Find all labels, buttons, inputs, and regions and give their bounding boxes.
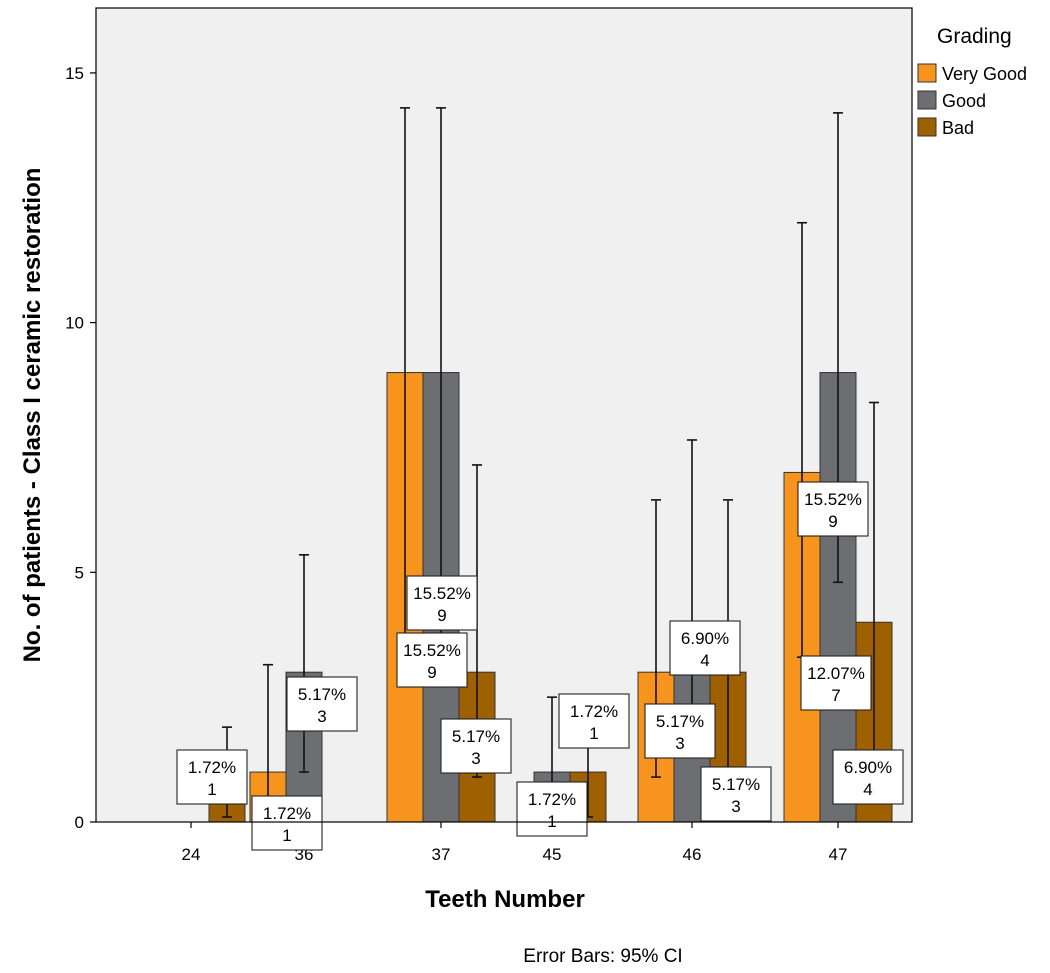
y-tick-label: 15: [65, 64, 84, 83]
data-label-count: 9: [437, 606, 446, 625]
data-label-percent: 15.52%: [804, 490, 862, 509]
plot-frame: [95, 7, 913, 823]
data-label-percent: 12.07%: [807, 664, 865, 683]
data-label-percent: 6.90%: [844, 758, 892, 777]
data-label-box: [669, 620, 741, 676]
plot-area: [96, 8, 912, 822]
data-label-percent: 5.17%: [712, 775, 760, 794]
error-bars: [222, 107, 879, 823]
legend: Grading Very Good Good Bad: [917, 25, 1027, 138]
x-tick-label: 24: [182, 845, 201, 864]
data-label-box: [832, 749, 904, 805]
data-label-percent: 1.72%: [188, 758, 236, 777]
data-label-percent: 5.17%: [656, 712, 704, 731]
legend-label: Very Good: [942, 64, 1027, 84]
y-axis: 0 5 10 15: [65, 64, 96, 832]
legend-swatch: [917, 117, 937, 137]
data-label-percent: 5.17%: [452, 727, 500, 746]
data-labels: 1.72% 1 15.52% 9 5.17% 3 12.07% 7 5.17% 3 15.52% 9 1…: [176, 481, 904, 851]
data-label-count: 3: [675, 734, 684, 753]
data-label-box: [800, 655, 872, 711]
data-label-count: 3: [471, 749, 480, 768]
y-tick-label: 5: [75, 563, 84, 582]
x-tick-label: 45: [543, 845, 562, 864]
legend-label: Good: [942, 91, 986, 111]
data-label-count: 4: [700, 651, 709, 670]
data-label-count: 9: [427, 663, 436, 682]
data-label-percent: 1.72%: [528, 790, 576, 809]
data-label-box: [700, 766, 772, 822]
legend-label: Bad: [942, 118, 974, 138]
footnote: Error Bars: 95% CI: [523, 946, 682, 967]
data-label-percent: 6.90%: [681, 629, 729, 648]
x-tick-label: 47: [829, 845, 848, 864]
data-label-box: [558, 693, 630, 749]
data-label-count: 7: [831, 686, 840, 705]
legend-swatch: [917, 90, 937, 110]
y-tick-label: 0: [75, 813, 84, 832]
data-label-box: [406, 575, 478, 631]
x-tick-label: 46: [683, 845, 702, 864]
data-label-count: 1: [207, 780, 216, 799]
data-label-box: [396, 632, 468, 688]
x-axis-title: Teeth Number: [425, 886, 585, 913]
data-label-percent: 15.52%: [403, 641, 461, 660]
data-label-box: [516, 781, 588, 837]
data-label-box: [440, 718, 512, 774]
data-label-box: [797, 481, 869, 537]
x-tick-label: 37: [432, 845, 451, 864]
data-label-box: [286, 676, 358, 732]
legend-swatch: [917, 63, 937, 83]
data-label-count: 9: [828, 512, 837, 531]
y-axis-title: No. of patients - Class I ceramic restor…: [19, 168, 46, 663]
data-label-count: 1: [282, 826, 291, 845]
data-label-count: 3: [317, 707, 326, 726]
y-tick-label: 10: [65, 314, 84, 333]
data-label-count: 4: [863, 780, 872, 799]
data-label-percent: 1.72%: [263, 804, 311, 823]
data-label-percent: 15.52%: [413, 584, 471, 603]
data-label-box: [176, 749, 248, 805]
data-label-percent: 1.72%: [570, 702, 618, 721]
legend-title: Grading: [937, 25, 1012, 48]
data-label-box: [251, 795, 323, 851]
data-label-box: [644, 703, 716, 759]
data-label-count: 3: [731, 797, 740, 816]
data-label-count: 1: [589, 724, 598, 743]
data-label-percent: 5.17%: [298, 685, 346, 704]
